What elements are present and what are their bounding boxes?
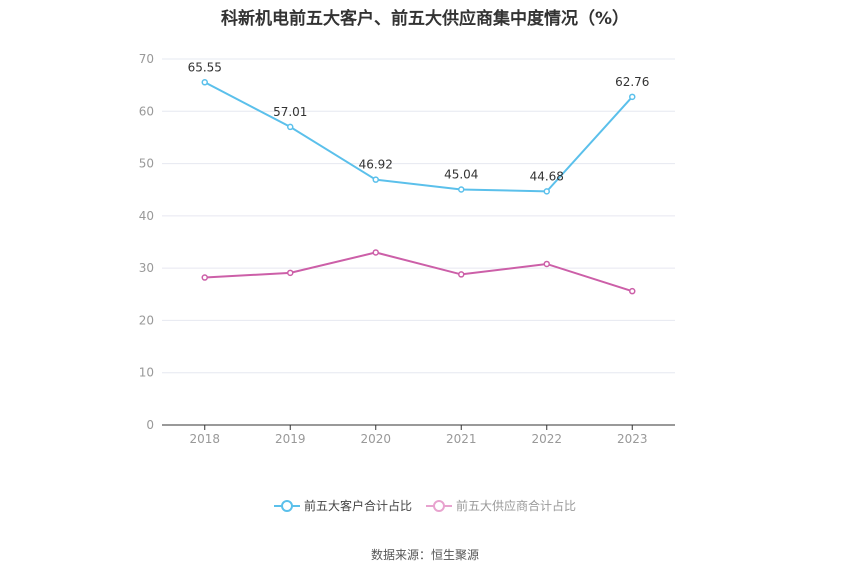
data-point	[629, 287, 636, 295]
series-line-1	[204, 251, 633, 293]
data-point	[287, 123, 294, 131]
legend: 前五大客户合计占比 前五大供应商合计占比	[0, 497, 850, 514]
y-tick-label: 30	[139, 261, 154, 275]
x-tick-label: 2019	[275, 432, 306, 446]
y-tick-label: 50	[139, 157, 154, 171]
legend-label-suppliers: 前五大供应商合计占比	[456, 499, 577, 513]
x-tick-label: 2021	[446, 432, 477, 446]
data-point	[201, 274, 208, 281]
data-label: 62.76	[615, 75, 649, 89]
series-lines	[201, 79, 636, 295]
data-point	[543, 188, 550, 195]
y-tick-label: 0	[146, 418, 154, 432]
data-label: 65.55	[188, 60, 222, 74]
x-tick-label: 2018	[189, 432, 220, 446]
legend-label-customers: 前五大客户合计占比	[303, 499, 412, 513]
data-point	[629, 93, 636, 101]
data-label: 46.92	[359, 158, 393, 172]
data-point	[201, 79, 208, 86]
data-point	[287, 269, 294, 277]
data-point	[543, 260, 550, 268]
data-point	[458, 186, 465, 193]
legend-item-customers[interactable]: 前五大客户合计占比	[273, 497, 412, 514]
data-label: 45.04	[444, 168, 478, 182]
y-tick-label: 40	[139, 209, 154, 223]
data-point	[372, 249, 379, 256]
data-point	[458, 271, 465, 278]
y-tick-label: 70	[139, 52, 154, 66]
data-label: 57.01	[273, 105, 307, 119]
grid-lines	[162, 58, 675, 374]
legend-item-suppliers[interactable]: 前五大供应商合计占比	[426, 497, 576, 514]
legend-line-circle-icon	[426, 499, 452, 512]
data-point	[372, 176, 379, 183]
x-tick-label: 2023	[617, 432, 648, 446]
chart-title: 科新机电前五大客户、前五大供应商集中度情况（%）	[220, 9, 630, 29]
legend-line-circle-icon	[273, 499, 300, 512]
axes: 0 10 20 30 40 50 60 70 2018 2019 2020 2021 2022 2023	[139, 52, 675, 446]
data-label: 44.68	[530, 169, 564, 183]
y-tick-label: 60	[139, 104, 154, 118]
x-tick-label: 2020	[360, 432, 391, 446]
x-tick-label: 2022	[531, 432, 562, 446]
y-tick-label: 20	[139, 313, 154, 327]
y-tick-label: 10	[139, 366, 154, 380]
data-source: 数据来源：恒生聚源	[370, 548, 479, 562]
data-labels: 65.55 57.01 46.92 45.04 44.68 62.76	[188, 60, 650, 183]
series-line-0	[204, 81, 633, 193]
